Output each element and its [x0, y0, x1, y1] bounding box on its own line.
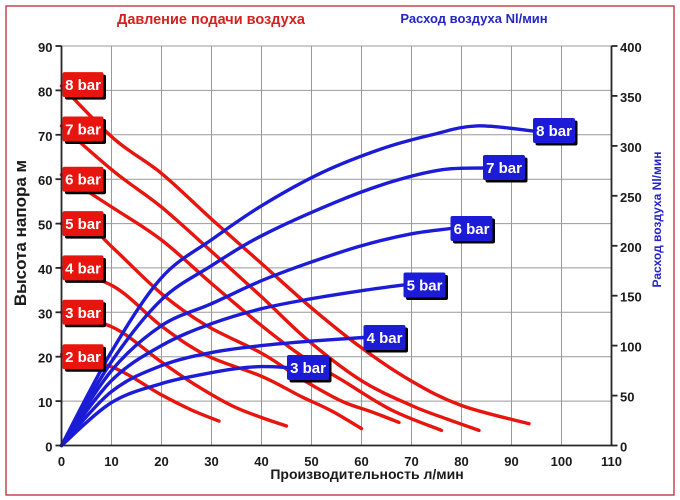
svg-text:60: 60 — [38, 173, 52, 188]
svg-text:Расход воздуха Nl/мин: Расход воздуха Nl/мин — [650, 152, 664, 288]
svg-text:Давление подачи воздуха: Давление подачи воздуха — [117, 12, 306, 28]
svg-text:10: 10 — [104, 454, 118, 469]
svg-text:90: 90 — [38, 40, 52, 55]
svg-text:40: 40 — [254, 454, 268, 469]
svg-text:6 bar: 6 bar — [65, 172, 101, 189]
svg-text:60: 60 — [354, 454, 368, 469]
svg-text:150: 150 — [620, 290, 642, 305]
svg-text:70: 70 — [38, 129, 52, 144]
svg-text:0: 0 — [58, 454, 65, 469]
svg-text:70: 70 — [404, 454, 418, 469]
svg-text:5 bar: 5 bar — [65, 216, 101, 233]
svg-text:90: 90 — [504, 454, 518, 469]
svg-text:400: 400 — [620, 40, 642, 55]
svg-text:10: 10 — [38, 395, 52, 410]
svg-text:40: 40 — [38, 262, 52, 277]
svg-text:8 bar: 8 bar — [65, 77, 101, 94]
svg-text:110: 110 — [601, 454, 622, 469]
svg-text:8 bar: 8 bar — [536, 123, 572, 140]
svg-text:3 bar: 3 bar — [65, 305, 101, 322]
svg-text:80: 80 — [454, 454, 468, 469]
svg-text:350: 350 — [620, 90, 642, 105]
svg-text:100: 100 — [551, 454, 573, 469]
svg-text:20: 20 — [38, 351, 52, 366]
svg-text:5 bar: 5 bar — [407, 278, 443, 295]
svg-text:30: 30 — [204, 454, 218, 469]
svg-text:50: 50 — [38, 218, 52, 233]
svg-text:Расход воздуха Nl/мин: Расход воздуха Nl/мин — [400, 11, 547, 26]
svg-text:2 bar: 2 bar — [65, 349, 101, 366]
svg-text:7 bar: 7 bar — [65, 122, 101, 139]
svg-text:30: 30 — [38, 306, 52, 321]
svg-text:80: 80 — [38, 84, 52, 99]
svg-text:300: 300 — [620, 140, 642, 155]
svg-text:4 bar: 4 bar — [65, 260, 101, 277]
svg-text:Производительность л/мин: Производительность л/мин — [270, 466, 463, 482]
svg-text:100: 100 — [620, 340, 642, 355]
svg-text:6 bar: 6 bar — [454, 221, 490, 238]
svg-text:20: 20 — [154, 454, 168, 469]
svg-text:Высота напора м: Высота напора м — [11, 160, 30, 306]
svg-text:200: 200 — [620, 240, 642, 255]
svg-text:50: 50 — [304, 454, 318, 469]
svg-text:0: 0 — [620, 440, 627, 455]
svg-text:7 bar: 7 bar — [486, 160, 522, 177]
svg-text:250: 250 — [620, 190, 642, 205]
svg-text:0: 0 — [45, 440, 52, 455]
svg-text:3 bar: 3 bar — [290, 360, 326, 377]
svg-text:4 bar: 4 bar — [367, 330, 403, 347]
svg-text:50: 50 — [620, 390, 634, 405]
